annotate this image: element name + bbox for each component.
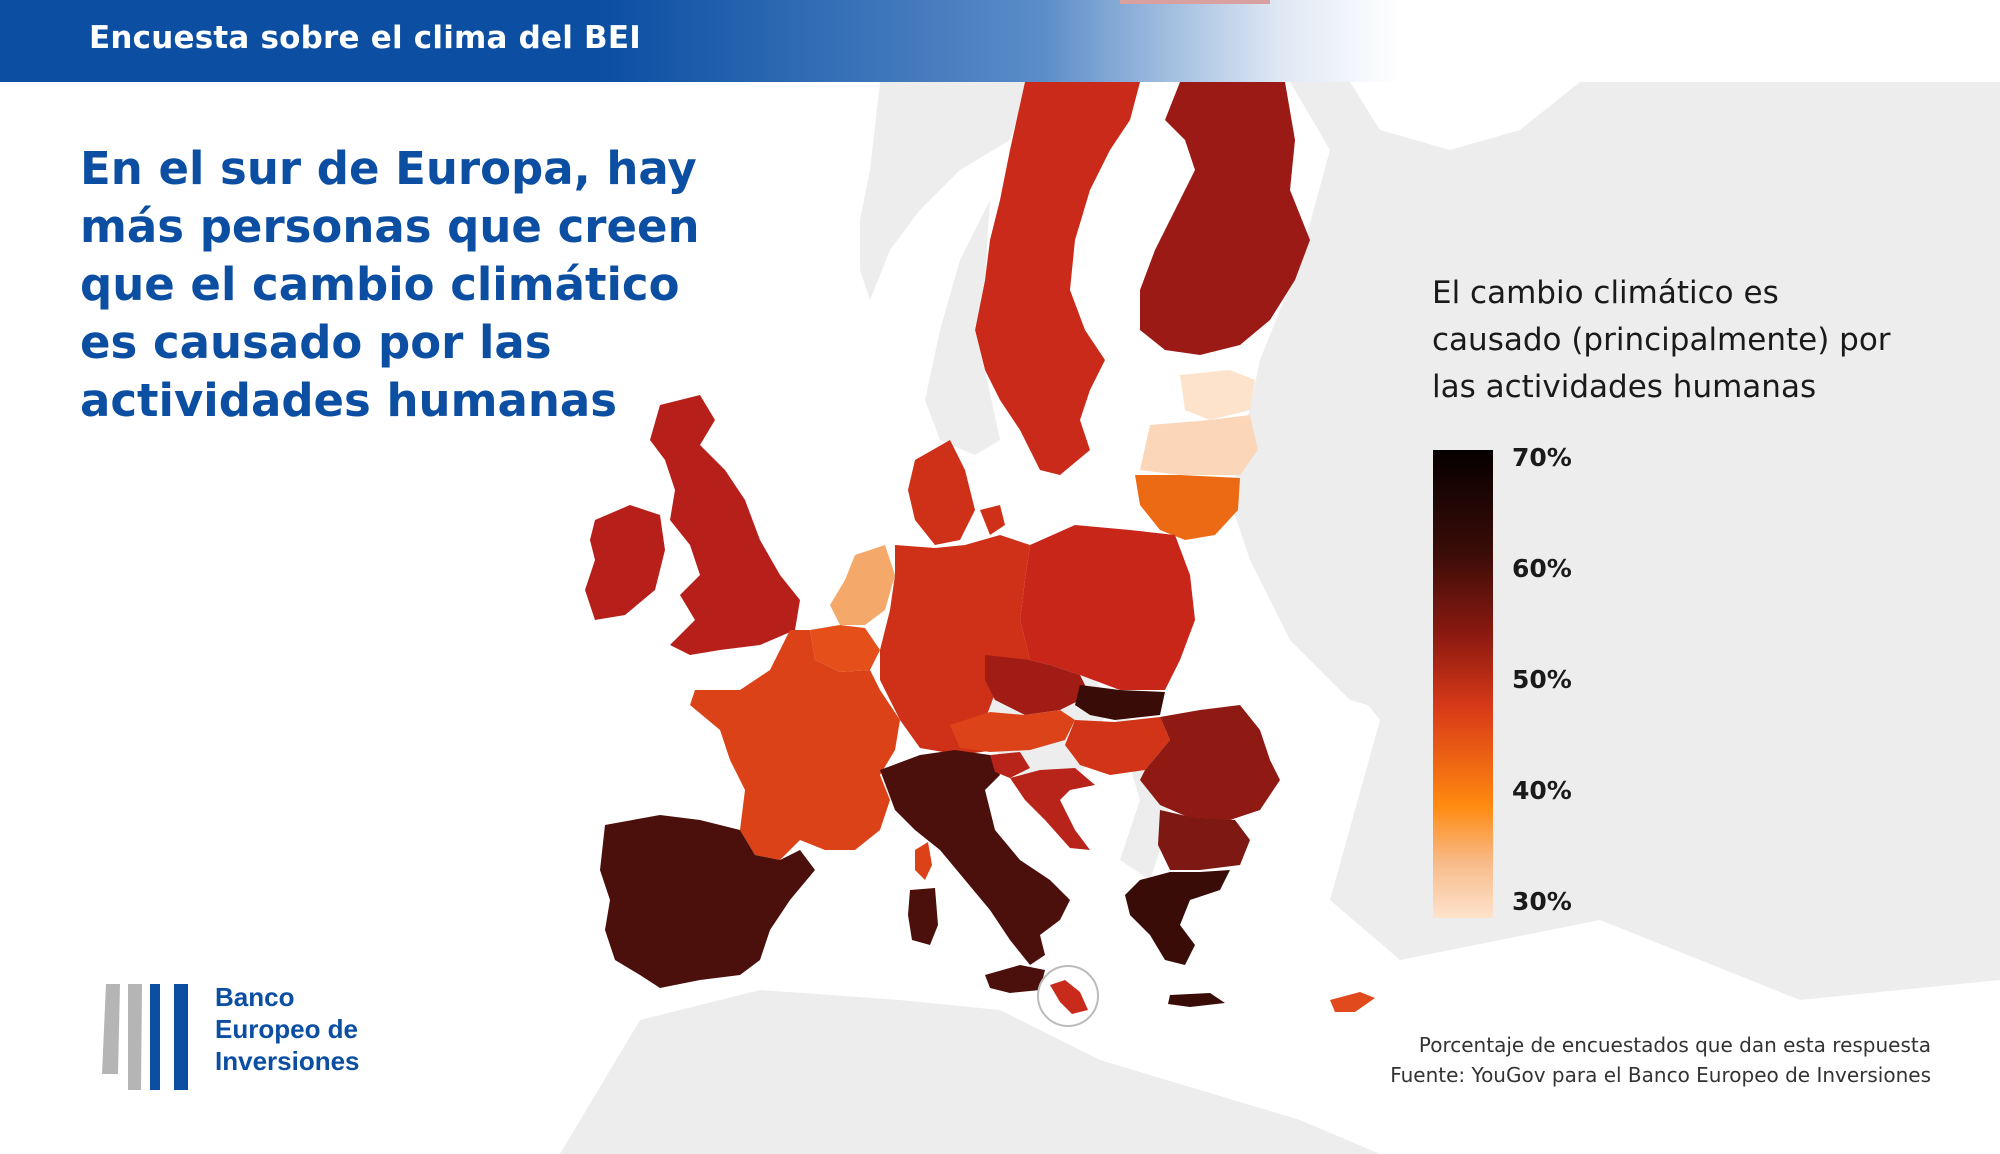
region-hungary (1065, 717, 1170, 775)
headline-line: más personas que creen (80, 200, 700, 253)
region-uk (650, 395, 800, 655)
region-denmark (908, 440, 975, 545)
region-estonia (1180, 370, 1255, 420)
legend-title: El cambio climático es causado (principa… (1432, 270, 1952, 411)
region-cyprus (1330, 992, 1375, 1012)
logo-line: Banco (215, 982, 295, 1012)
logo-line: Inversiones (215, 1046, 360, 1076)
region-denmark-islands (980, 505, 1005, 535)
region-austria (950, 710, 1075, 752)
headline: En el sur de Europa, hay más personas qu… (80, 140, 700, 430)
region-slovenia (990, 752, 1030, 778)
region-germany (880, 535, 1030, 755)
region-lithuania (1135, 475, 1240, 540)
legend-tick: 40% (1512, 776, 1572, 805)
region-romania (1140, 705, 1280, 820)
region-bulgaria (1158, 810, 1250, 870)
region-spain (600, 815, 815, 988)
region-sardinia (908, 888, 938, 945)
headline-line: En el sur de Europa, hay (80, 142, 697, 195)
logo-wordmark: Banco Europeo de Inversiones (215, 981, 360, 1077)
legend-tick: 70% (1512, 443, 1572, 472)
region-france (690, 630, 900, 860)
eib-logo-icon (102, 984, 188, 1090)
logo-line: Europeo de (215, 1014, 359, 1044)
region-croatia (1010, 768, 1095, 850)
region-corsica (915, 842, 932, 880)
footnote-note: Porcentaje de encuestados que dan esta r… (1418, 1033, 1931, 1057)
region-netherlands (830, 545, 895, 625)
headline-line: que el cambio climático (80, 258, 680, 311)
region-ireland (585, 505, 665, 620)
region-sweden (975, 82, 1140, 475)
region-greece (1125, 870, 1230, 965)
region-czechia (985, 655, 1090, 715)
region-norway (925, 200, 1000, 455)
region-finland (1140, 82, 1310, 355)
header-bar: Encuesta sobre el clima del BEI (0, 0, 2000, 82)
legend-color-scale (1433, 450, 1493, 918)
legend-title-line: El cambio climático es (1432, 275, 1779, 311)
region-italy (880, 750, 1070, 965)
footnote-source: Fuente: YouGov para el Banco Europeo de … (1390, 1063, 1931, 1087)
legend-tick: 60% (1512, 554, 1572, 583)
header-title: Encuesta sobre el clima del BEI (89, 20, 641, 56)
header-accent (1120, 0, 1270, 4)
region-belgium (810, 625, 880, 672)
region-crete (1168, 993, 1225, 1007)
region-slovakia (1075, 685, 1165, 720)
region-malta (1050, 980, 1088, 1014)
region-sicily (985, 965, 1045, 993)
legend-title-line: las actividades humanas (1432, 369, 1817, 405)
region-latvia (1140, 415, 1258, 475)
europe-map (560, 82, 2000, 1154)
legend-tick: 50% (1512, 665, 1572, 694)
headline-line: es causado por las (80, 316, 552, 369)
region-poland (1020, 525, 1195, 690)
headline-line: actividades humanas (80, 374, 618, 427)
legend-title-line: causado (principalmente) por (1432, 322, 1891, 358)
legend-tick: 30% (1512, 887, 1572, 916)
